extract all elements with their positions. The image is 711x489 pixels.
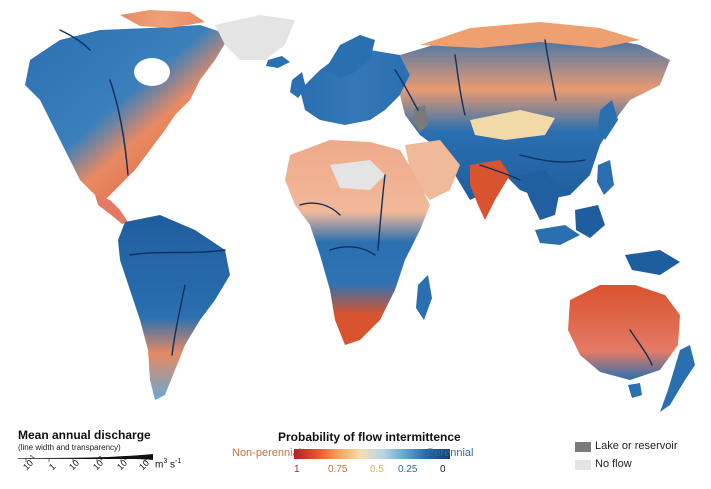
perennial-label: Perennial	[427, 447, 474, 459]
sahara-no-flow	[330, 160, 385, 190]
philippines	[597, 160, 614, 195]
scandinavia	[325, 35, 375, 78]
hudson-bay	[134, 58, 170, 86]
new-zealand	[660, 345, 695, 412]
river-network	[59, 29, 653, 366]
river-lena	[544, 39, 557, 101]
prob-tick-05: 0.5	[370, 464, 384, 475]
discharge-legend-title: Mean annual discharge	[18, 428, 151, 442]
non-perennial-label: Non-perennial	[232, 447, 302, 459]
indonesia	[535, 225, 580, 245]
arctic-islands	[120, 10, 205, 28]
category-legend: Lake or reservoir No flow	[575, 440, 705, 485]
river-amazon	[129, 249, 226, 256]
probability-color-bar	[294, 449, 450, 459]
greenland	[215, 15, 295, 60]
north-america	[25, 25, 230, 200]
discharge-legend: Mean annual discharge (line width and tr…	[18, 428, 208, 486]
river-ob	[454, 54, 466, 116]
river-congo	[329, 246, 376, 256]
river-parana	[171, 284, 186, 356]
iceland	[266, 56, 290, 68]
prob-tick-0: 0	[440, 464, 446, 475]
southeast-asia	[520, 170, 560, 220]
prob-tick-075: 0.75	[328, 464, 348, 475]
lake-swatch	[575, 442, 591, 452]
no-flow-swatch	[575, 460, 591, 470]
south-america	[118, 215, 230, 400]
river-niger	[299, 202, 341, 216]
tasmania	[628, 383, 642, 398]
probability-legend: Probability of flow intermittence Non-pe…	[230, 428, 490, 486]
no-flow-label: No flow	[595, 458, 632, 470]
river-volga	[394, 69, 419, 111]
tibet	[470, 110, 555, 140]
world-map-svg	[25, 10, 695, 412]
discharge-unit: m3 s-1	[155, 458, 182, 471]
river-mississippi	[109, 79, 129, 176]
new-guinea	[625, 250, 680, 275]
australia	[568, 285, 680, 380]
caspian-sea	[413, 105, 428, 132]
central-america	[95, 195, 128, 224]
lake-label: Lake or reservoir	[595, 440, 678, 452]
prob-tick-025: 0.25	[398, 464, 418, 475]
river-nile	[377, 174, 386, 251]
madagascar	[416, 275, 432, 320]
river-mackenzie	[59, 29, 91, 51]
river-ganges	[479, 164, 521, 181]
river-yangtze	[519, 154, 586, 163]
probability-legend-title: Probability of flow intermittence	[278, 430, 461, 444]
japan	[598, 100, 618, 140]
prob-tick-1: 1	[294, 464, 300, 475]
discharge-width-wedge	[18, 454, 153, 462]
africa	[285, 140, 430, 345]
river-murray	[629, 329, 653, 366]
discharge-legend-subtitle: (line width and transparency)	[18, 443, 121, 452]
uk	[290, 72, 306, 98]
india	[470, 160, 510, 220]
world-map	[25, 10, 695, 412]
siberia-north	[420, 22, 640, 48]
borneo	[575, 205, 605, 238]
